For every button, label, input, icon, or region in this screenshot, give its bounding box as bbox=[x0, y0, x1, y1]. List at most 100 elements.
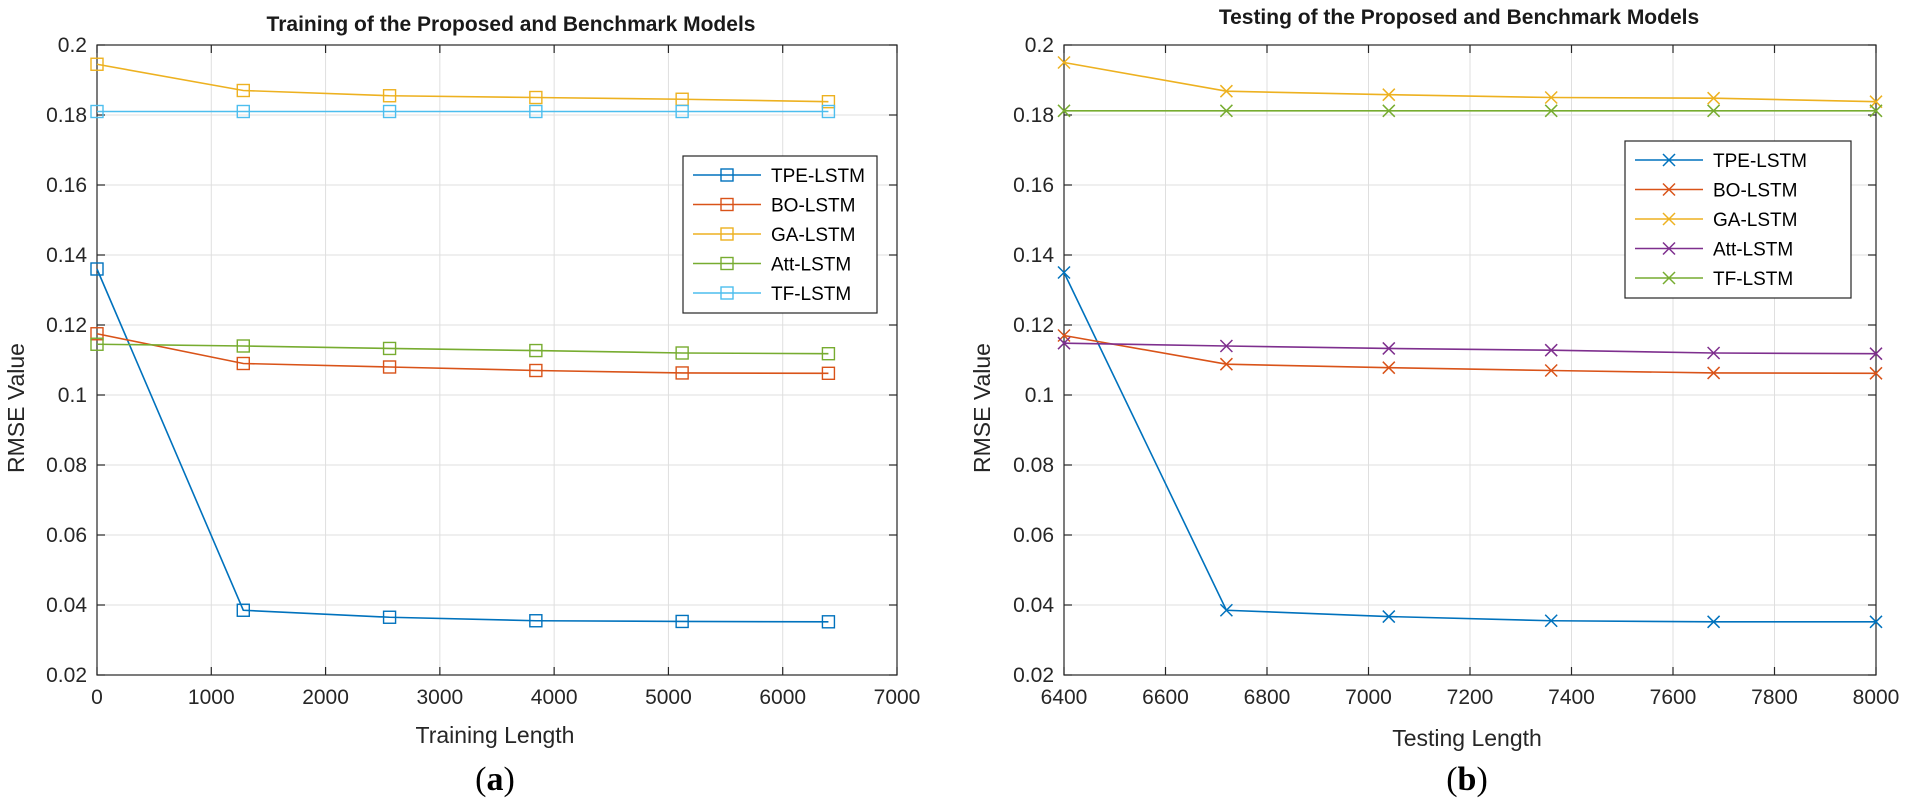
testing-x-tick-label: 6400 bbox=[1041, 686, 1088, 709]
training-y-tick-label: 0.14 bbox=[46, 244, 87, 267]
testing-y-tick-label: 0.04 bbox=[1013, 594, 1054, 617]
training-y-tick-label: 0.12 bbox=[46, 314, 87, 337]
training-y-tick-label: 0.2 bbox=[58, 34, 87, 57]
training-chart-title: Training of the Proposed and Benchmark M… bbox=[267, 13, 756, 36]
testing-legend-label-att-lstm: Att-LSTM bbox=[1713, 240, 1793, 261]
testing-series-line-att-lstm bbox=[1063, 342, 1877, 355]
testing-point-ga-lstm bbox=[1382, 88, 1396, 102]
testing-point-ga-lstm bbox=[1544, 90, 1558, 105]
testing-y-tick-label: 0.06 bbox=[1013, 524, 1054, 547]
training-point-tf-lstm bbox=[90, 104, 104, 119]
testing-point-tf-lstm bbox=[1869, 104, 1883, 118]
training-point-bo-lstm bbox=[675, 366, 689, 380]
training-y-tick-label: 0.04 bbox=[46, 594, 87, 617]
training-point-tf-lstm bbox=[236, 104, 250, 119]
testing-point-tf-lstm bbox=[1544, 104, 1558, 118]
testing-x-tick-label: 7400 bbox=[1548, 686, 1595, 709]
testing-point-tpe-lstm bbox=[1382, 610, 1396, 624]
testing-point-att-lstm bbox=[1869, 347, 1883, 361]
testing-y-tick-label: 0.02 bbox=[1013, 664, 1054, 687]
training-point-bo-lstm bbox=[529, 363, 543, 378]
training-point-tpe-lstm bbox=[529, 614, 543, 628]
training-legend-label-ga-lstm: GA-LSTM bbox=[771, 225, 855, 246]
training-x-tick-label: 4000 bbox=[531, 686, 578, 709]
testing-y-tick-label: 0.12 bbox=[1013, 314, 1054, 337]
testing-x-axis-label: Testing Length bbox=[1392, 725, 1542, 751]
testing-legend-marker-tpe-lstm bbox=[1662, 153, 1676, 167]
testing-point-bo-lstm bbox=[1707, 366, 1721, 380]
testing-point-tf-lstm bbox=[1382, 104, 1396, 118]
training-point-tf-lstm bbox=[382, 104, 397, 119]
training-y-tick-label: 0.1 bbox=[58, 384, 87, 407]
testing-y-tick-label: 0.08 bbox=[1013, 454, 1054, 477]
training-point-att-lstm bbox=[821, 347, 836, 361]
training-chart: Training of the Proposed and Benchmark M… bbox=[3, 13, 920, 798]
training-caption-letter: a bbox=[487, 761, 504, 798]
testing-point-tf-lstm bbox=[1057, 104, 1071, 118]
training-axes-box bbox=[96, 44, 898, 676]
testing-y-axis-label: RMSE Value bbox=[969, 343, 995, 473]
training-x-tick-label: 7000 bbox=[874, 686, 921, 709]
testing-point-bo-lstm bbox=[1544, 363, 1558, 378]
testing-y-tick-label: 0.2 bbox=[1025, 34, 1054, 57]
testing-legend-marker-att-lstm bbox=[1662, 241, 1676, 256]
testing-point-att-lstm bbox=[1382, 341, 1396, 355]
training-series-line-tpe-lstm bbox=[96, 268, 829, 623]
testing-series-line-tpe-lstm bbox=[1063, 272, 1876, 623]
testing-point-ga-lstm bbox=[1219, 84, 1233, 98]
testing-point-ga-lstm bbox=[1869, 95, 1883, 109]
training-point-att-lstm bbox=[529, 343, 543, 358]
training-legend-label-att-lstm: Att-LSTM bbox=[771, 255, 851, 276]
training-y-axis-label: RMSE Value bbox=[3, 343, 29, 473]
training-point-ga-lstm bbox=[236, 83, 250, 98]
testing-chart: Testing of the Proposed and Benchmark Mo… bbox=[969, 6, 1899, 798]
training-point-att-lstm bbox=[90, 337, 104, 351]
testing-point-tf-lstm bbox=[1219, 104, 1233, 118]
testing-point-bo-lstm bbox=[1219, 357, 1233, 371]
training-point-bo-lstm bbox=[236, 356, 250, 371]
testing-point-att-lstm bbox=[1707, 346, 1721, 360]
training-legend-marker-bo-lstm bbox=[720, 197, 734, 212]
testing-point-tpe-lstm bbox=[1057, 265, 1071, 280]
training-x-tick-label: 2000 bbox=[302, 686, 349, 709]
training-y-tick-label: 0.06 bbox=[46, 524, 87, 547]
testing-x-tick-label: 7200 bbox=[1447, 686, 1494, 709]
training-y-tick-label: 0.02 bbox=[46, 664, 87, 687]
testing-point-tpe-lstm bbox=[1544, 614, 1558, 628]
testing-legend-marker-ga-lstm bbox=[1662, 212, 1676, 226]
testing-legend-marker-bo-lstm bbox=[1662, 182, 1676, 197]
testing-legend-label-tpe-lstm: TPE-LSTM bbox=[1713, 151, 1807, 172]
testing-x-tick-label: 7000 bbox=[1345, 686, 1392, 709]
testing-point-ga-lstm bbox=[1707, 91, 1721, 105]
training-x-tick-label: 3000 bbox=[416, 686, 463, 709]
testing-legend-marker-tf-lstm bbox=[1662, 271, 1676, 285]
testing-y-tick-label: 0.16 bbox=[1013, 174, 1054, 197]
training-y-tick-label: 0.18 bbox=[46, 104, 87, 127]
training-series-line-att-lstm bbox=[96, 343, 829, 355]
training-y-axis-label-holder: RMSE Value bbox=[3, 343, 29, 473]
testing-y-axis-label-holder: RMSE Value bbox=[969, 343, 995, 473]
training-x-axis-label: Training Length bbox=[416, 722, 575, 748]
testing-x-tick-label: 7800 bbox=[1751, 686, 1798, 709]
testing-point-tpe-lstm bbox=[1219, 603, 1233, 617]
testing-y-tick-label: 0.1 bbox=[1025, 384, 1054, 407]
testing-caption: (b) bbox=[1446, 761, 1488, 798]
training-point-bo-lstm bbox=[821, 366, 836, 380]
testing-chart-title: Testing of the Proposed and Benchmark Mo… bbox=[1219, 6, 1699, 29]
training-point-ga-lstm bbox=[382, 89, 397, 103]
training-point-ga-lstm bbox=[529, 90, 543, 105]
training-point-ga-lstm bbox=[821, 94, 836, 109]
training-x-tick-label: 1000 bbox=[188, 686, 235, 709]
testing-point-tpe-lstm bbox=[1707, 615, 1721, 629]
testing-x-tick-label: 6800 bbox=[1244, 686, 1291, 709]
training-point-tf-lstm bbox=[529, 104, 543, 119]
testing-point-tf-lstm bbox=[1707, 104, 1721, 118]
training-point-tf-lstm bbox=[821, 104, 836, 119]
testing-point-bo-lstm bbox=[1382, 361, 1396, 375]
testing-y-tick-label: 0.18 bbox=[1013, 104, 1054, 127]
testing-legend-label-tf-lstm: TF-LSTM bbox=[1713, 269, 1793, 290]
training-point-att-lstm bbox=[675, 346, 689, 360]
training-legend-label-tpe-lstm: TPE-LSTM bbox=[771, 166, 865, 187]
testing-series-line-ga-lstm bbox=[1063, 61, 1877, 103]
